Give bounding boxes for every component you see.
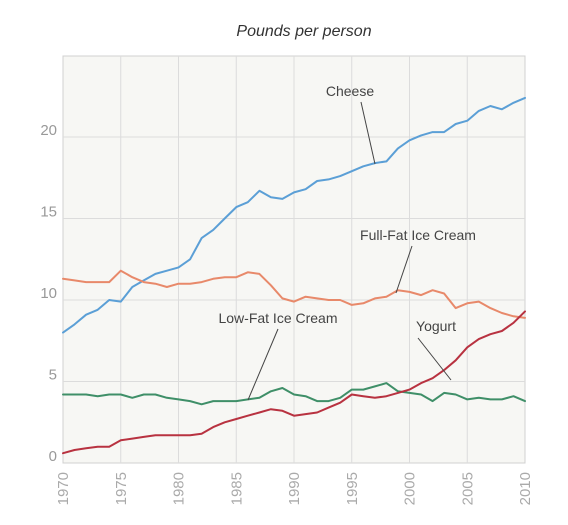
callout-line-0 — [360, 101, 376, 165]
callout-line-1 — [395, 245, 413, 294]
x-tick-label: 1985 — [228, 472, 245, 505]
series-line-1 — [62, 269, 526, 319]
series-label-0: Cheese — [326, 83, 374, 99]
y-tick-label: 5 — [49, 367, 57, 384]
axis-tick-labels: 0 5 10 15 20 1970 1975 1980 1985 1990 1995 2000 2005… — [40, 122, 534, 505]
y-tick-label: 0 — [49, 448, 57, 465]
y-tick-label: 10 — [40, 285, 57, 302]
callout-line-2 — [247, 328, 279, 401]
x-tick-label: 2005 — [459, 472, 476, 505]
x-tick-label: 1990 — [286, 472, 303, 505]
y-tick-label: 15 — [40, 204, 57, 221]
callout-line-3 — [417, 337, 452, 381]
series-line-3 — [62, 310, 526, 455]
x-tick-label: 1970 — [55, 472, 72, 505]
series-line-0 — [62, 96, 526, 334]
y-tick-label: 20 — [40, 122, 57, 139]
series-label-3: Yogurt — [416, 318, 456, 334]
series-label-2: Low-Fat Ice Cream — [218, 310, 337, 326]
chart-title: Pounds per person — [236, 23, 371, 40]
grid-lines — [63, 56, 525, 463]
series-callouts: Cheese Full-Fat Ice Cream Low-Fat Ice Crea… — [218, 83, 476, 401]
x-tick-label: 1995 — [344, 472, 361, 505]
series-line-2 — [62, 382, 526, 406]
x-tick-label: 2000 — [402, 472, 419, 505]
x-tick-label: 1980 — [171, 472, 188, 505]
x-tick-label: 1975 — [113, 472, 130, 505]
series-lines — [62, 96, 526, 455]
x-tick-label: 2010 — [517, 472, 534, 505]
series-label-1: Full-Fat Ice Cream — [360, 227, 476, 243]
